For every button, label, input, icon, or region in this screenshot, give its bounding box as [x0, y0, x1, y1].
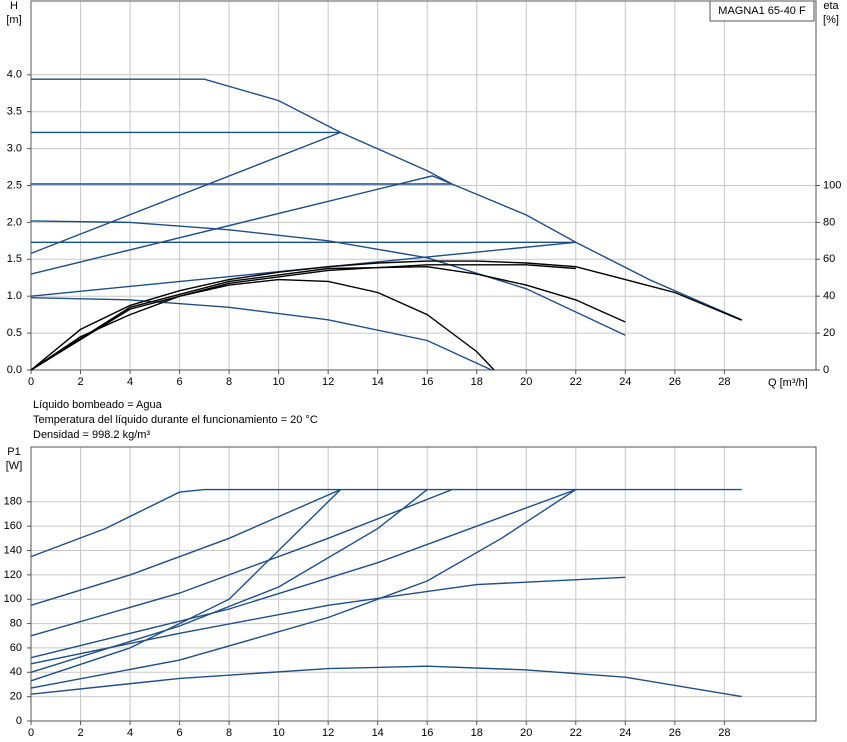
y2-tick-label: 0	[823, 364, 829, 376]
curve	[30, 278, 495, 371]
x-tick-label: 6	[177, 376, 183, 388]
chart-layer: 0 2 4 6 8 10 12 14 16 18 20 22 24 26 28020406080100120…	[4, 446, 817, 739]
note: Densidad = 998.2 kg/m³	[33, 429, 150, 441]
y-tick-label: 2.0	[7, 216, 22, 228]
y-axis-unit: [m]	[6, 14, 21, 26]
curve	[30, 488, 577, 659]
x-tick-label: 24	[619, 727, 631, 739]
curve	[30, 264, 576, 371]
y-tick-label: 80	[10, 617, 22, 629]
y-tick-label: 20	[10, 691, 22, 703]
y-tick-label: 100	[4, 593, 22, 605]
y-tick-label: 140	[4, 544, 22, 556]
x-tick-label: 26	[669, 727, 681, 739]
x-tick-label: 24	[619, 376, 631, 388]
note: Líquido bombeado = Agua	[33, 399, 163, 411]
y-tick-label: 1.0	[7, 290, 22, 302]
x-tick-label: 8	[226, 376, 232, 388]
x-tick-label: 22	[570, 727, 582, 739]
curve	[30, 665, 742, 698]
y2-tick-label: 20	[823, 327, 835, 339]
x-tick-label: 16	[421, 376, 433, 388]
x-tick-label: 14	[372, 376, 384, 388]
y-tick-label: 180	[4, 496, 22, 508]
x-tick-label: 10	[273, 376, 285, 388]
y-axis-label: P1	[7, 446, 20, 458]
y-tick-label: 2.5	[7, 179, 22, 191]
model-label: MAGNA1 65-40 F	[718, 5, 806, 17]
curve	[30, 488, 453, 637]
y2-axis-label: eta	[823, 0, 839, 12]
x-tick-label: 6	[177, 727, 183, 739]
x-tick-label: 28	[718, 727, 730, 739]
curve	[30, 175, 453, 275]
y-tick-label: 120	[4, 569, 22, 581]
y-tick-label: 0.0	[7, 364, 22, 376]
x-tick-label: 20	[520, 376, 532, 388]
x-axis-label: Q [m³/h]	[768, 377, 808, 389]
y-tick-label: 0.5	[7, 327, 22, 339]
y2-tick-label: 100	[823, 179, 841, 191]
x-tick-label: 22	[570, 376, 582, 388]
y-tick-label: 40	[10, 666, 22, 678]
curve	[30, 220, 626, 336]
x-tick-label: 4	[127, 727, 133, 739]
y-tick-label: 3.0	[7, 143, 22, 155]
y-tick-label: 4.0	[7, 69, 22, 81]
y-axis-unit: [W]	[6, 460, 23, 472]
model-box	[709, 0, 815, 22]
x-tick-label: 4	[127, 376, 133, 388]
plot-frame	[30, 0, 817, 371]
curve	[30, 489, 577, 689]
x-tick-label: 8	[226, 727, 232, 739]
curve	[30, 260, 742, 371]
chart-layer: 0 2 4 6 8 10 12 14 16 18 20 22 24 26 280.00.51.01.52.0…	[7, 0, 841, 388]
x-tick-label: 16	[421, 727, 433, 739]
curve	[30, 297, 492, 371]
x-tick-label: 10	[273, 727, 285, 739]
y2-tick-label: 80	[823, 216, 835, 228]
x-tick-label: 20	[520, 727, 532, 739]
note: Temperatura del líquido durante el funci…	[33, 414, 318, 426]
x-tick-label: 2	[77, 376, 83, 388]
curve	[30, 489, 341, 682]
x-tick-label: 2	[77, 727, 83, 739]
y2-tick-label: 60	[823, 253, 835, 265]
curve	[30, 576, 626, 665]
curve	[30, 488, 341, 606]
x-tick-label: 18	[471, 727, 483, 739]
curve	[30, 488, 742, 558]
y-tick-label: 60	[10, 642, 22, 654]
y2-tick-label: 40	[823, 290, 835, 302]
x-tick-label: 12	[322, 727, 334, 739]
y-tick-label: 1.5	[7, 253, 22, 265]
curve	[30, 131, 341, 255]
y-tick-label: 0	[16, 715, 22, 727]
curve	[30, 489, 428, 673]
curve	[30, 265, 626, 371]
x-tick-label: 0	[28, 376, 34, 388]
x-tick-label: 28	[718, 376, 730, 388]
x-tick-label: 26	[669, 376, 681, 388]
y-tick-label: 3.5	[7, 106, 22, 118]
y-axis-label: H	[10, 0, 18, 12]
x-tick-label: 18	[471, 376, 483, 388]
x-tick-label: 12	[322, 376, 334, 388]
y2-axis-unit: [%]	[823, 14, 839, 26]
curve	[31, 78, 742, 321]
plot-frame	[30, 446, 817, 722]
x-tick-label: 0	[28, 727, 34, 739]
y-tick-label: 160	[4, 520, 22, 532]
x-tick-label: 14	[372, 727, 384, 739]
